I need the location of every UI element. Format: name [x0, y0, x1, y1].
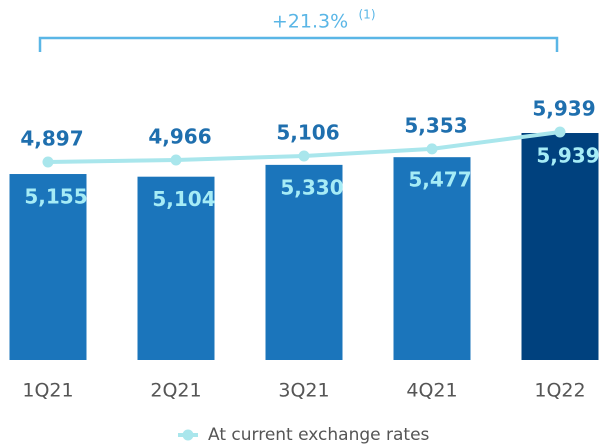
legend-label: At current exchange rates: [208, 425, 430, 445]
bar: [265, 164, 343, 360]
line-point: [426, 143, 438, 155]
line-value-label: 4,897: [20, 126, 83, 150]
x-tick-label: 4Q21: [406, 380, 457, 402]
bar: [137, 176, 215, 360]
line-point: [42, 156, 54, 168]
line-value-label: 4,966: [148, 125, 211, 149]
bar: [521, 133, 599, 360]
line-point: [554, 126, 566, 138]
bar-value-label: 5,939: [536, 144, 599, 168]
x-tick-label: 1Q21: [22, 380, 73, 402]
bar: [393, 157, 471, 360]
line-point: [170, 154, 182, 166]
line-value-label: 5,353: [404, 113, 467, 137]
x-tick-label: 3Q21: [278, 380, 329, 402]
line-point: [298, 150, 310, 162]
bar-value-label: 5,477: [408, 168, 471, 192]
x-tick-label: 2Q21: [150, 380, 201, 402]
x-tick-label: 1Q22: [534, 380, 585, 402]
bar: [9, 174, 87, 360]
annotation: +21.3%: [272, 11, 348, 33]
legend-marker: [182, 429, 194, 441]
bracket: [38, 36, 559, 52]
line-value-label: 5,106: [276, 120, 339, 144]
annotation-note: (1): [359, 8, 376, 22]
bar-value-label: 5,155: [24, 185, 87, 209]
line-value-label: 5,939: [532, 96, 595, 120]
bar-value-label: 5,104: [152, 187, 215, 211]
bar-value-label: 5,330: [280, 175, 343, 199]
